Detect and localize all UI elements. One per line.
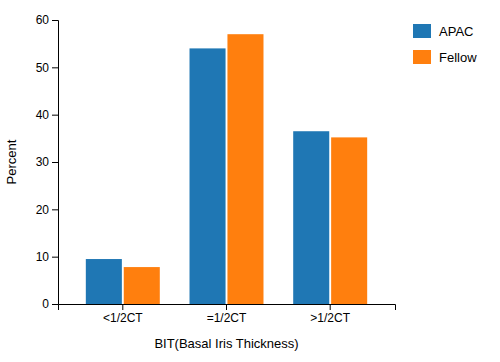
plot: <1/2CT =1/2CT >1/2CT 0 10 20 30 40 50 60 <box>36 13 396 324</box>
legend-item: APAC <box>413 24 473 39</box>
tick-mark <box>52 67 58 68</box>
tick-label: >1/2CT <box>310 311 350 325</box>
tick-label: 30 <box>36 155 50 169</box>
tick-mark <box>52 257 58 258</box>
bar-series <box>124 34 367 304</box>
tick-label: 40 <box>36 108 50 122</box>
tick: 0 <box>42 297 58 311</box>
tick-label: 50 <box>36 61 50 75</box>
legend-swatch <box>413 50 431 64</box>
legend-item: Fellow <box>413 50 477 65</box>
tick-mark <box>52 304 58 305</box>
tick: 50 <box>36 61 58 75</box>
tick: =1/2CT <box>207 304 247 325</box>
bar <box>293 131 329 304</box>
legend-label: Fellow <box>439 50 477 65</box>
tick-mark <box>52 209 58 210</box>
bar <box>331 137 367 304</box>
legend-swatch <box>413 24 431 38</box>
tick: 60 <box>36 13 58 27</box>
tick-label: =1/2CT <box>207 311 247 325</box>
axis-line <box>52 21 59 305</box>
tick-mark <box>226 304 227 310</box>
tick-mark <box>52 20 58 21</box>
bar <box>190 48 226 304</box>
tick-label: 20 <box>36 203 50 217</box>
legend-label: APAC <box>439 24 473 39</box>
tick-label: 0 <box>42 297 49 311</box>
tick-mark <box>52 162 58 163</box>
tick: 20 <box>36 203 58 217</box>
tick-mark <box>330 304 331 310</box>
bar <box>124 267 160 304</box>
tick: 40 <box>36 108 58 122</box>
bar-series <box>86 48 329 304</box>
tick: 30 <box>36 155 58 169</box>
y-axis-title: Percent <box>4 139 19 184</box>
tick-mark <box>122 304 123 310</box>
axis-line <box>59 305 396 311</box>
tick-label: 10 <box>36 250 50 264</box>
legend: APAC Fellow <box>413 24 477 65</box>
tick: 10 <box>36 250 58 264</box>
bars <box>86 34 367 304</box>
bar <box>227 34 263 304</box>
tick-mark <box>52 115 58 116</box>
tick-label: <1/2CT <box>103 311 143 325</box>
y-axis: 0 10 20 30 40 50 60 <box>36 13 59 311</box>
x-axis: <1/2CT =1/2CT >1/2CT <box>59 304 396 325</box>
chart: <1/2CT =1/2CT >1/2CT 0 10 20 30 40 50 60 BIT(Basal… <box>0 0 500 362</box>
tick: <1/2CT <box>103 304 143 325</box>
tick: >1/2CT <box>310 304 350 325</box>
bar <box>86 259 122 304</box>
x-axis-title: BIT(Basal Iris Thickness) <box>154 336 298 351</box>
tick-label: 60 <box>36 13 50 27</box>
